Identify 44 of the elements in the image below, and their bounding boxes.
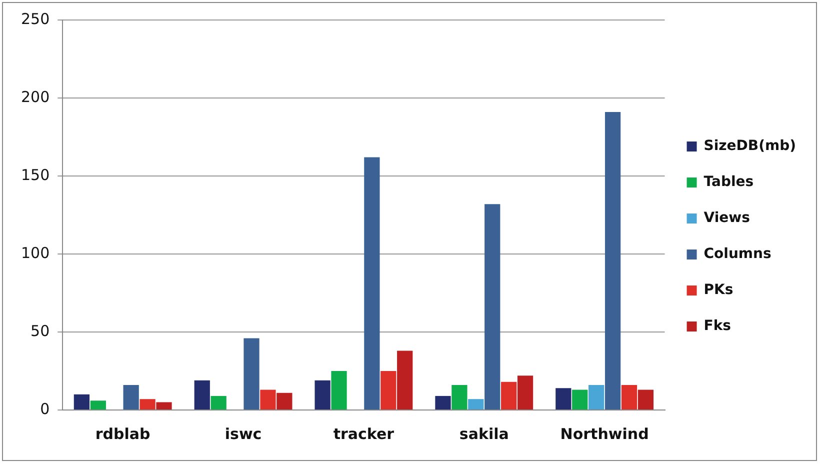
- bar: [260, 390, 276, 410]
- bar: [90, 400, 106, 410]
- x-tick-label: Northwind: [560, 424, 649, 443]
- bar: [380, 371, 396, 410]
- bar: [140, 399, 156, 410]
- bar: [452, 385, 468, 410]
- y-tick-label: 200: [20, 88, 50, 106]
- bar: [501, 382, 517, 410]
- x-tick-label: tracker: [333, 424, 395, 443]
- bar: [74, 394, 90, 410]
- y-tick-label: 50: [30, 322, 50, 340]
- legend-label: Fks: [704, 318, 731, 334]
- bar: [244, 338, 260, 410]
- bar: [123, 385, 139, 410]
- bar: [588, 385, 604, 410]
- bar: [484, 204, 500, 410]
- bar: [556, 388, 572, 410]
- x-tick-label: sakila: [459, 424, 509, 443]
- bar: [331, 371, 347, 410]
- bar: [314, 380, 330, 410]
- legend-label: Tables: [704, 174, 754, 190]
- legend-label: PKs: [704, 282, 734, 298]
- bar: [156, 402, 172, 410]
- bar: [638, 390, 654, 410]
- bar: [621, 385, 638, 410]
- bar: [364, 157, 380, 410]
- x-tick-label: iswc: [224, 424, 262, 443]
- bar: [435, 396, 451, 410]
- legend-label: Views: [704, 210, 750, 226]
- bar: [604, 112, 621, 410]
- bar: [194, 380, 210, 410]
- legend-label: Columns: [704, 246, 772, 262]
- bar: [572, 390, 588, 410]
- y-tick-label: 100: [20, 244, 50, 262]
- legend-label: SizeDB(mb): [704, 138, 796, 154]
- y-tick-label: 250: [20, 10, 50, 28]
- bar: [210, 396, 226, 410]
- y-tick-label: 0: [40, 400, 50, 418]
- bar: [468, 399, 484, 410]
- y-tick-label: 150: [20, 166, 50, 184]
- bar: [517, 376, 534, 410]
- bar: [276, 392, 292, 410]
- bar: [397, 350, 413, 410]
- x-tick-label: rdblab: [95, 424, 151, 443]
